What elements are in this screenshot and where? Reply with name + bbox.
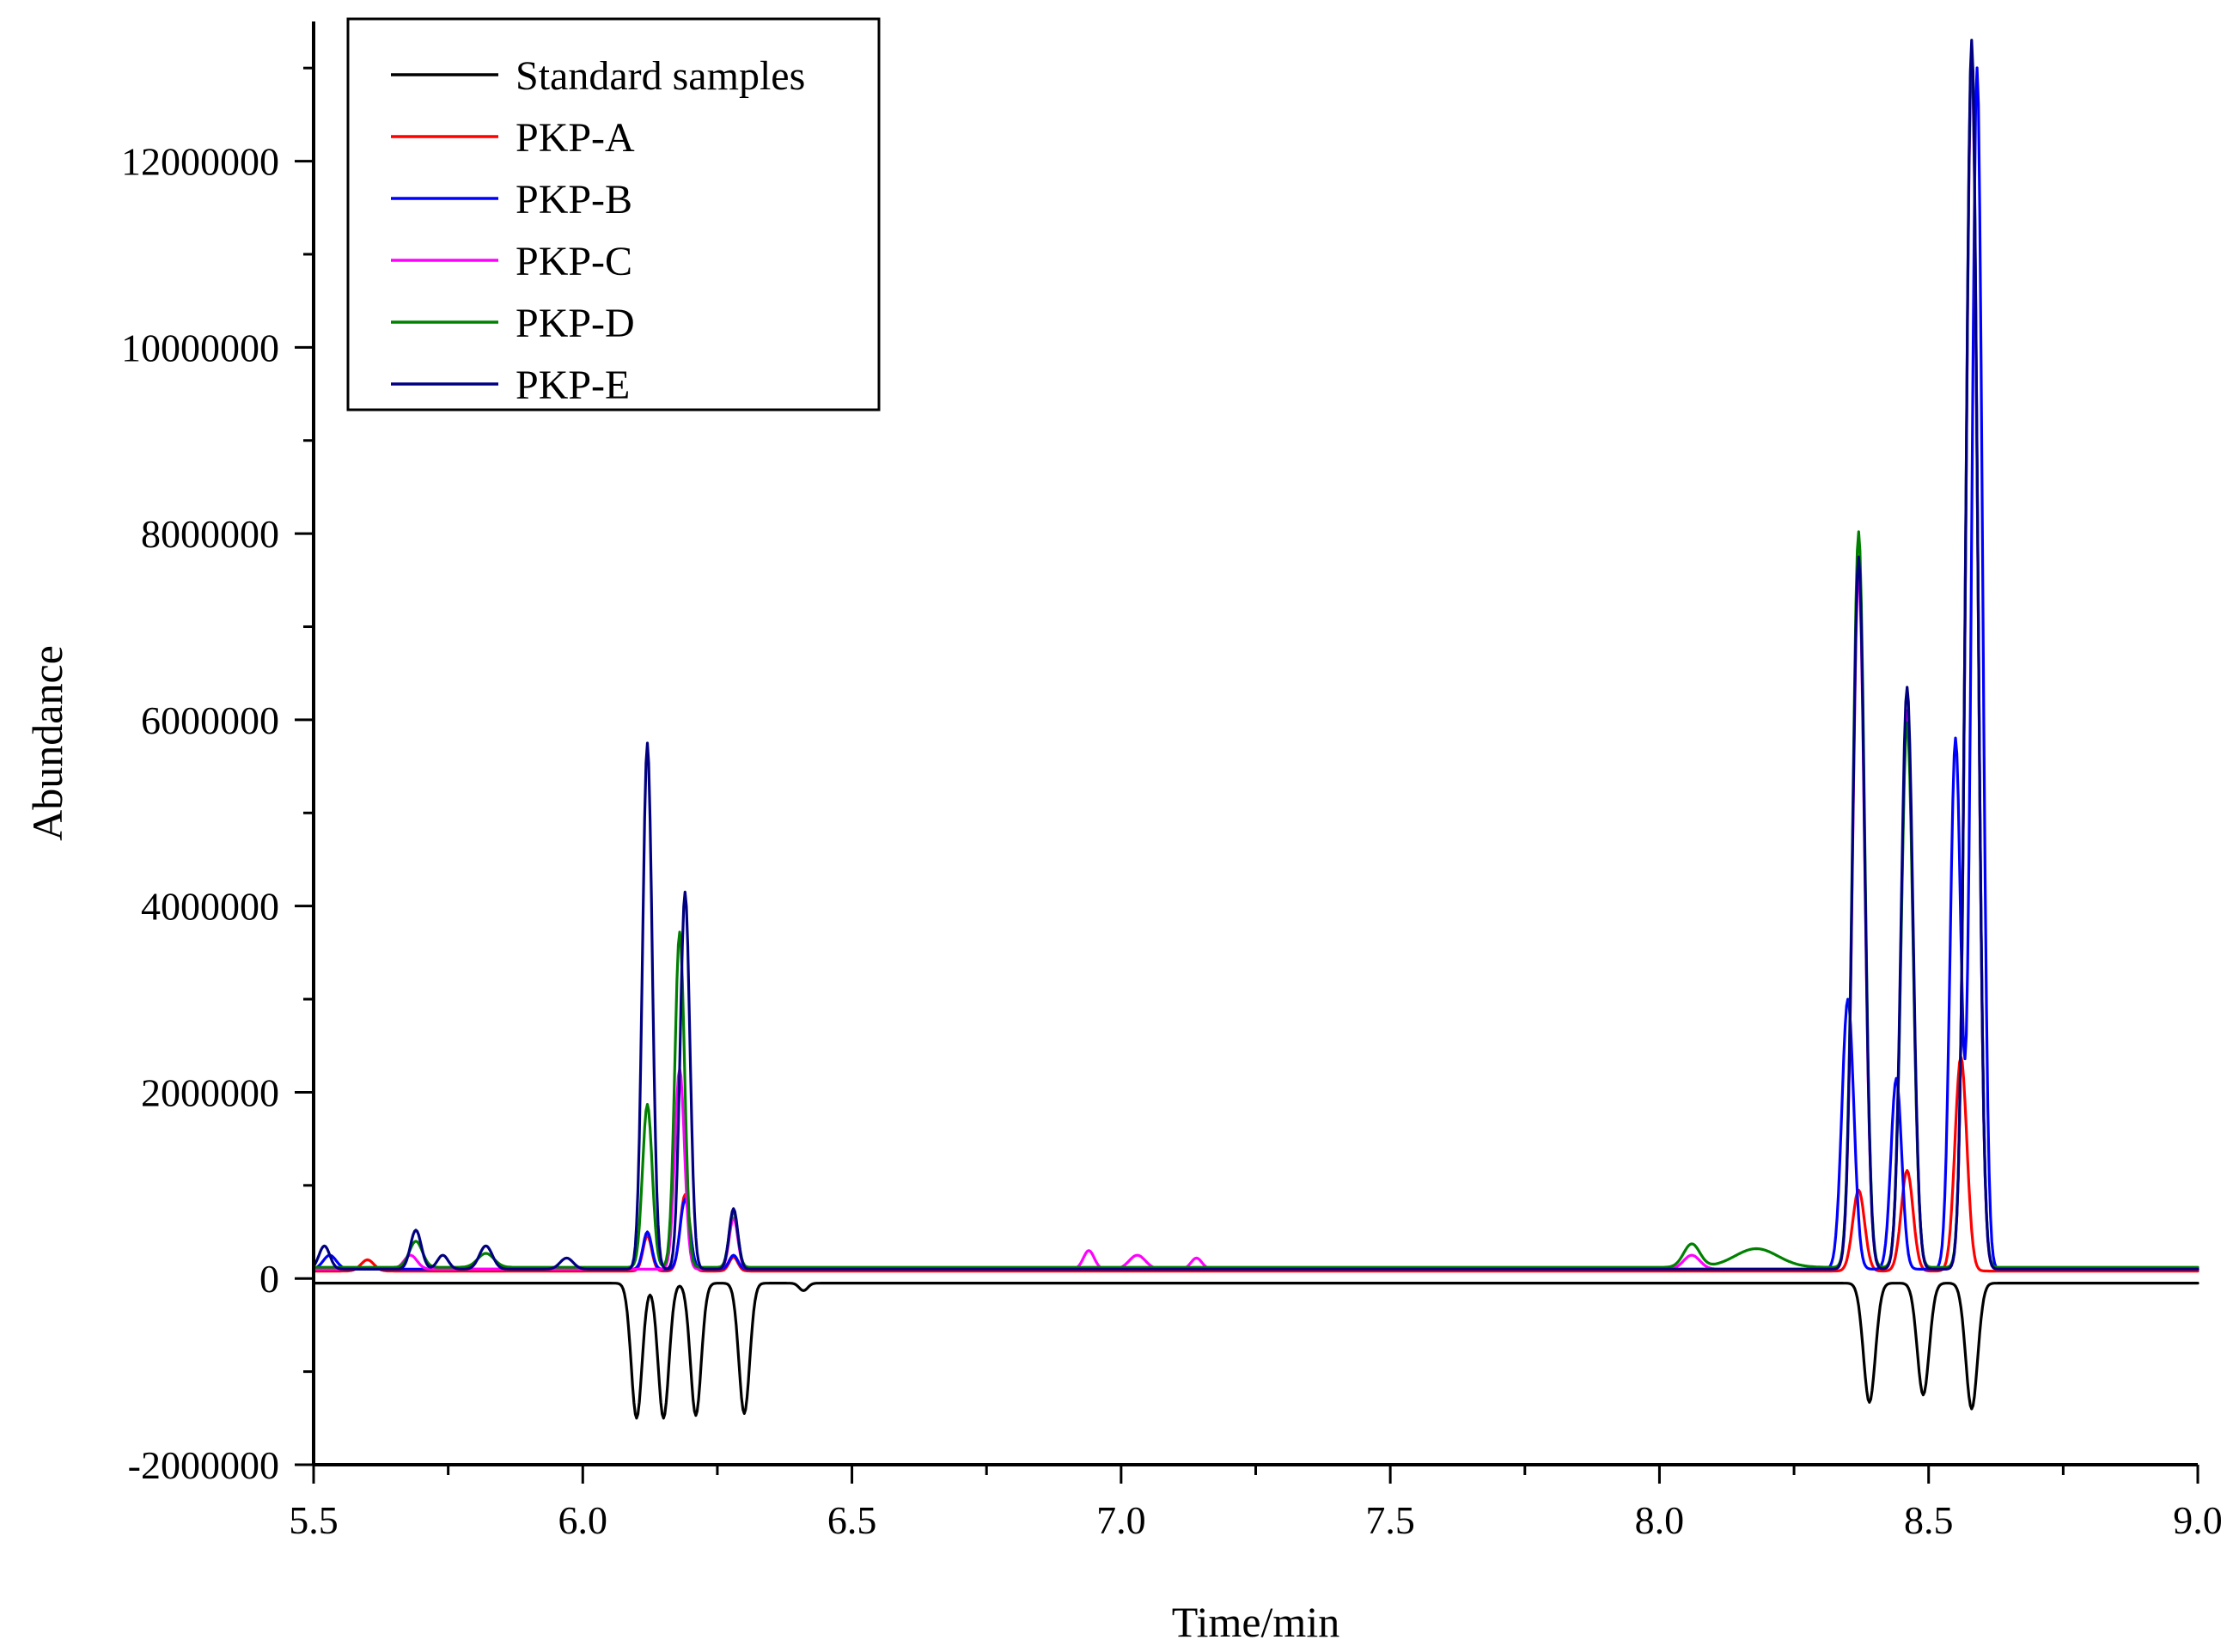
series-layer (312, 39, 2200, 1420)
x-tick-label: 7.0 (1096, 1498, 1146, 1542)
axes-layer: 5.5 6.0 6.5 7.0 7.5 8.0 8.5 9.0 -2000000 0 2000000… (23, 21, 2223, 1646)
y-axis-title: Abundance (23, 645, 71, 841)
x-tick-label: 6.0 (558, 1498, 608, 1542)
x-tick-label: 8.0 (1635, 1498, 1685, 1542)
x-tick-label: 7.5 (1365, 1498, 1415, 1542)
x-tick-label: 5.5 (289, 1498, 339, 1542)
legend-label-pkp-b: PKP-B (516, 177, 632, 223)
series-line-standard-samples (312, 1282, 2200, 1420)
y-tick-label: 10000000 (121, 326, 279, 369)
legend-label-pkp-e: PKP-E (516, 363, 630, 408)
y-tick-label: 8000000 (141, 512, 279, 556)
legend-label-pkp-d: PKP-D (516, 301, 635, 346)
x-tick-label: 8.5 (1904, 1498, 1954, 1542)
y-tick-label: 12000000 (121, 140, 279, 184)
y-tick-label: 4000000 (141, 885, 279, 929)
x-tick-label: 6.5 (827, 1498, 877, 1542)
legend-label-pkp-a: PKP-A (516, 115, 635, 161)
legend: Standard samples PKP-A PKP-B PKP-C PKP-D PKP-… (346, 17, 881, 411)
series-line-pkp-a (312, 1055, 2200, 1273)
y-tick-label: 6000000 (141, 698, 279, 742)
x-tick-label: 9.0 (2173, 1498, 2223, 1542)
y-tick-label: 0 (259, 1257, 279, 1301)
legend-label-pkp-c: PKP-C (516, 239, 632, 284)
legend-label-standard-samples: Standard samples (516, 53, 805, 99)
series-line-pkp-d (312, 46, 2200, 1269)
y-tick-label: 2000000 (141, 1070, 279, 1114)
x-axis-title: Time/min (1172, 1598, 1339, 1646)
y-tick-label: -2000000 (128, 1443, 279, 1487)
legend-box (346, 17, 881, 411)
series-line-pkp-e (312, 39, 2200, 1271)
